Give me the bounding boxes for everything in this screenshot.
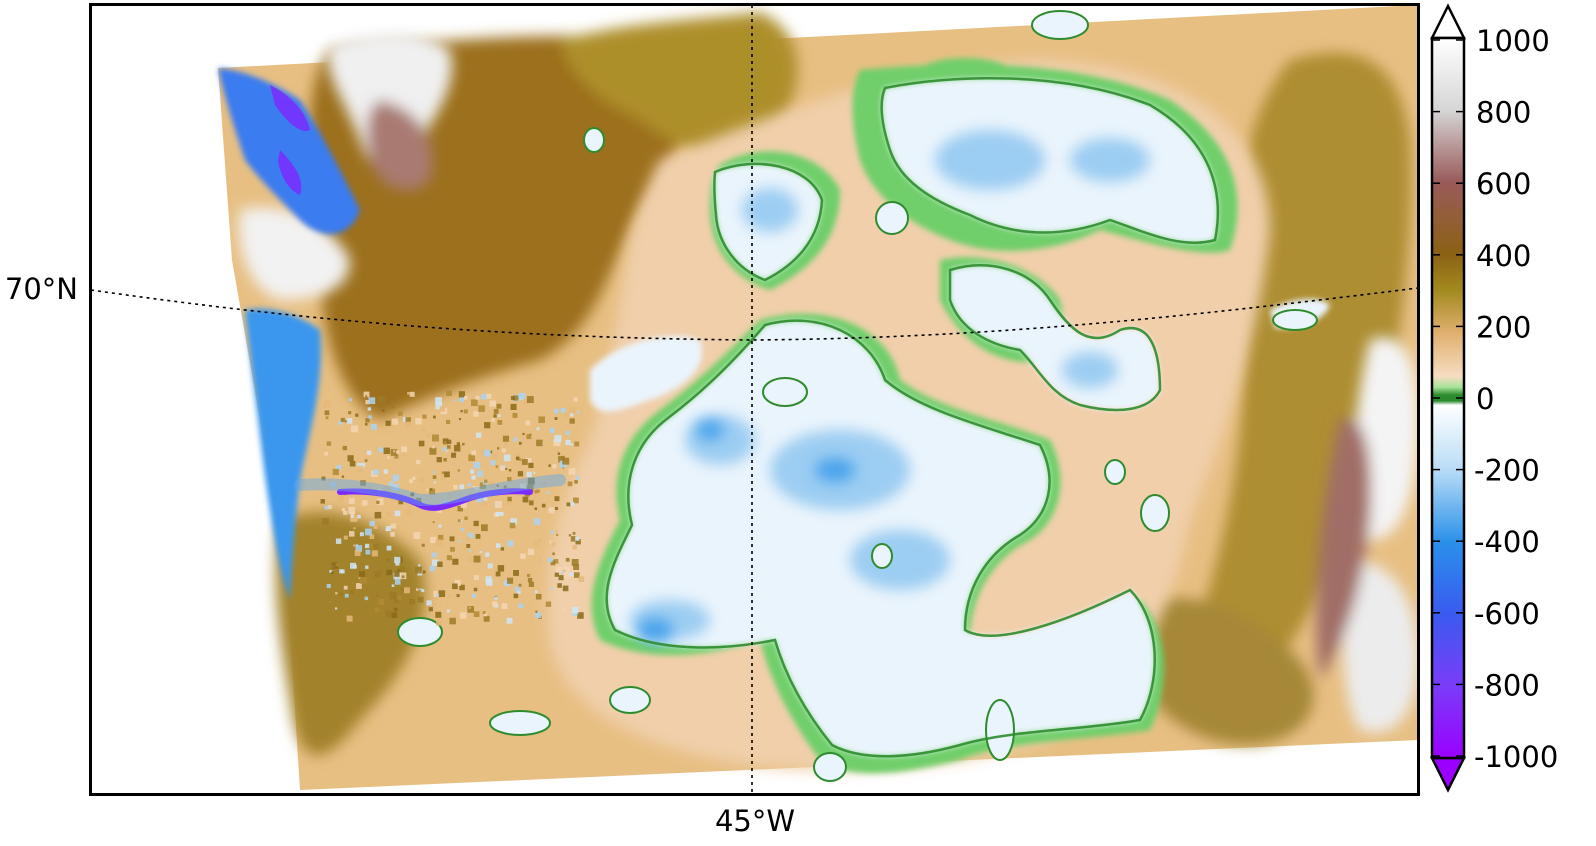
colorbar-tick-label: 600 — [1476, 167, 1531, 201]
colorbar-tick-label: 200 — [1476, 310, 1531, 344]
ice-west-center — [590, 336, 702, 412]
bed-elevation-field — [91, 5, 1418, 794]
colorbar-tick-label: 1000 — [1476, 24, 1550, 58]
ice-northeast — [881, 78, 1218, 243]
east-mauve — [1316, 418, 1371, 680]
southeast-olive — [1133, 598, 1314, 745]
colorbar-ticks: 1000 800 600 400 200 0 -200 -400 -600 -800 -1000 — [1432, 24, 1558, 774]
northwest-olive — [560, 12, 798, 159]
colorbar-min-extend — [1429, 756, 1467, 793]
colorbar-tick-label: -800 — [1474, 668, 1540, 702]
map-frame — [89, 3, 1420, 796]
northwest-mauve — [367, 100, 433, 191]
colorbar-tick-label: 0 — [1476, 382, 1494, 416]
colorbar: 1000 800 600 400 200 0 -200 -400 -600 -800 -1000 — [1429, 3, 1558, 793]
colorbar-tick-label: 400 — [1476, 239, 1531, 273]
colorbar-tick-label: 800 — [1476, 96, 1531, 130]
speckled-west-zone — [320, 390, 585, 626]
west-coast-blue — [245, 308, 321, 600]
colorbar-max-extend — [1429, 3, 1467, 40]
colorbar-tick-label: -200 — [1474, 454, 1540, 488]
colorbar-tick-label: -400 — [1474, 525, 1540, 559]
parallel-label: 70°N — [5, 272, 78, 306]
meridian-label: 45°W — [715, 804, 795, 838]
deep-trough — [337, 488, 533, 511]
southeast-snow — [1343, 560, 1418, 733]
colorbar-tick-label: -600 — [1474, 597, 1540, 631]
colorbar-tick-label: -1000 — [1474, 740, 1558, 774]
west-fjords — [218, 68, 360, 234]
